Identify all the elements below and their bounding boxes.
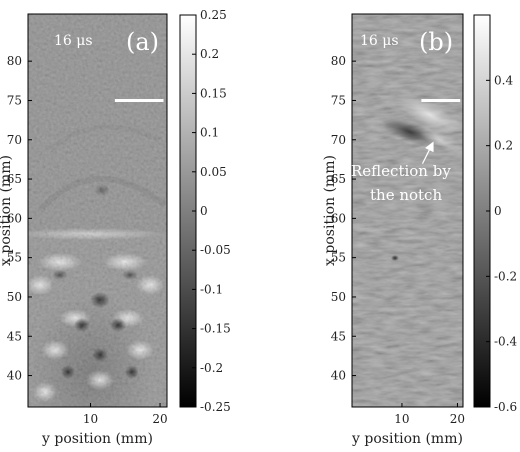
panel-a: 40 45 50 55 60 65 70 75 80 10 20 y position (mm) x p… xyxy=(0,13,168,447)
panel-b-colorbar-tick-label: 0.2 xyxy=(494,139,513,153)
annotation-line-1: Reflection by xyxy=(351,162,451,180)
panel-a-colorbar-tick-label: 0.25 xyxy=(200,8,227,22)
panel-b-axes: 40 45 50 55 60 65 70 75 80 10 20 y position (mm) x p… xyxy=(322,54,465,447)
panel-a-ytick-label: 70 xyxy=(7,133,22,147)
panel-a-colorbar-tick-label: -0.2 xyxy=(200,361,223,375)
panel-a-colorbar-tick-label: 0 xyxy=(200,204,208,218)
panel-b-colorbar-tick-label: 0 xyxy=(494,204,502,218)
panel-b-ytick-label: 50 xyxy=(331,290,346,304)
panel-b-xtick-label: 20 xyxy=(450,412,465,426)
panel-b: 40 45 50 55 60 65 70 75 80 10 20 y position (mm) x p… xyxy=(322,13,465,447)
panel-a-colorbar-tick-label: 0.1 xyxy=(200,126,219,140)
panel-a-ytick-label: 55 xyxy=(7,251,22,265)
panel-b-ytick-label: 55 xyxy=(331,251,346,265)
reflection-arrow-icon xyxy=(421,141,434,164)
panel-b-ytick-label: 80 xyxy=(331,54,346,68)
panel-a-tag: (a) xyxy=(126,28,159,56)
panel-b-ytick-label: 45 xyxy=(331,329,346,343)
panel-b-ytick-label: 60 xyxy=(331,211,346,225)
panel-b-ytick-label: 40 xyxy=(331,369,346,383)
panel-a-time-label: 16 μs xyxy=(54,33,93,49)
annotation-line-2: the notch xyxy=(370,186,442,204)
panel-a-ytick-label: 60 xyxy=(7,211,22,225)
panel-a-colorbar-tick-label: -0.1 xyxy=(200,282,223,296)
panel-b-tag: (b) xyxy=(419,28,453,56)
panel-b-colorbar: 0.4 0.2 0 -0.2 -0.4 -0.6 xyxy=(473,14,518,414)
panel-b-ytick-label: 75 xyxy=(331,93,346,107)
panel-a-frame xyxy=(27,13,168,408)
panel-b-colorbar-tick-label: 0.4 xyxy=(494,73,513,87)
panel-b-ylabel: x position (mm) xyxy=(322,155,338,266)
panel-a-ylabel: x position (mm) xyxy=(0,155,14,266)
panel-a-ytick-label: 50 xyxy=(7,290,22,304)
panel-a-heatmap xyxy=(28,14,167,407)
panel-a-colorbar-tick-label: 0.2 xyxy=(200,47,219,61)
panel-a-colorbar-tick-label: -0.05 xyxy=(200,243,231,257)
panel-a-ytick-label: 45 xyxy=(7,329,22,343)
panel-a-ytick-label: 75 xyxy=(7,93,22,107)
panel-a-ytick-label: 40 xyxy=(7,369,22,383)
panel-a-xtick-label: 10 xyxy=(83,412,98,426)
panel-b-heatmap xyxy=(352,14,463,407)
panel-a-colorbar-tick-label: -0.15 xyxy=(200,322,231,336)
panel-b-time-label: 16 μs xyxy=(360,33,399,49)
panel-b-colorbar-tick-label: -0.6 xyxy=(494,400,517,414)
panel-a-ytick-label: 65 xyxy=(7,172,22,186)
panel-b-colorbar-tick-label: -0.2 xyxy=(494,269,517,283)
panel-b-frame xyxy=(351,13,464,408)
panel-b-xlabel: y position (mm) xyxy=(351,431,463,447)
panel-a-colorbar: 0.25 0.2 0.15 0.1 0.05 0 -0.05 -0.1 -0.15 -0.2 -0.… xyxy=(179,8,231,414)
panel-b-xtick-label: 10 xyxy=(394,412,409,426)
panel-b-colorbar-tick-label: -0.4 xyxy=(494,335,518,349)
panel-a-xlabel: y position (mm) xyxy=(41,431,153,447)
panel-a-axes: 40 45 50 55 60 65 70 75 80 10 20 y position (mm) x p… xyxy=(0,54,168,447)
panel-a-xtick-label: 20 xyxy=(152,412,167,426)
panel-b-ytick-label: 65 xyxy=(331,172,346,186)
panel-a-colorbar-tick-label: 0.15 xyxy=(200,86,227,100)
panel-a-colorbar-tick-label: 0.05 xyxy=(200,165,227,179)
panel-a-colorbar-tick-label: -0.25 xyxy=(200,400,231,414)
panel-a-ytick-label: 80 xyxy=(7,54,22,68)
panel-b-ytick-label: 70 xyxy=(331,133,346,147)
